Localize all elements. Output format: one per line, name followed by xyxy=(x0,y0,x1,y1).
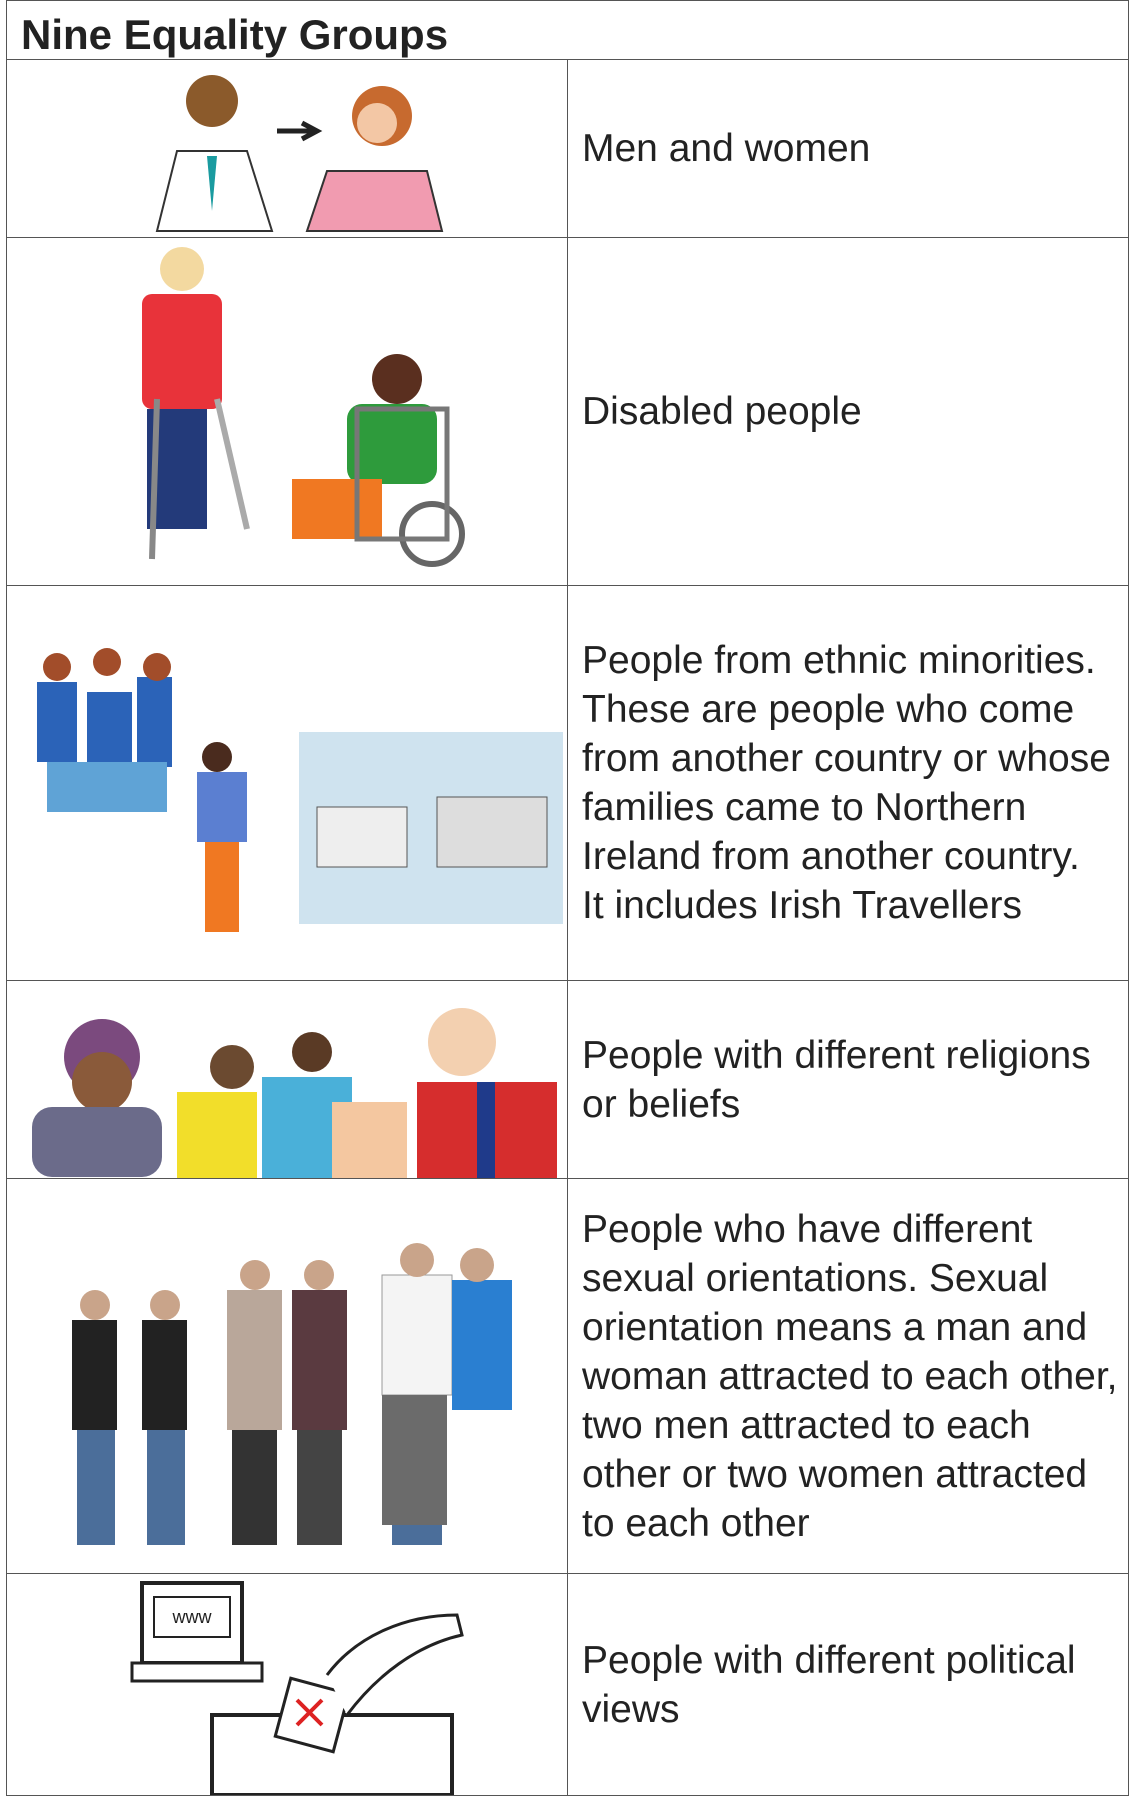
illustration: www xyxy=(7,1575,573,1795)
table-title: Nine Equality Groups xyxy=(7,1,1129,60)
illustration xyxy=(7,61,573,237)
image-cell xyxy=(7,981,568,1179)
row-text: People from ethnic minorities. These are… xyxy=(568,586,1129,981)
svg-text:www: www xyxy=(172,1607,213,1627)
image-cell xyxy=(7,238,568,586)
row-text: People with different political views xyxy=(568,1574,1129,1796)
row-text: People who have different sexual orienta… xyxy=(568,1179,1129,1574)
image-cell xyxy=(7,1179,568,1574)
equality-table: Nine Equality Groups Men and women D xyxy=(6,0,1129,1796)
image-cell xyxy=(7,60,568,238)
image-cell xyxy=(7,586,568,981)
illustration xyxy=(7,587,573,980)
row-text: Disabled people xyxy=(568,238,1129,586)
image-cell: www xyxy=(7,1574,568,1796)
row-text: People with different religions or belie… xyxy=(568,981,1129,1179)
illustration xyxy=(7,1180,573,1573)
page: Nine Equality Groups Men and women D xyxy=(0,0,1131,1794)
illustration xyxy=(7,982,573,1178)
row-text: Men and women xyxy=(568,60,1129,238)
illustration xyxy=(7,239,573,585)
